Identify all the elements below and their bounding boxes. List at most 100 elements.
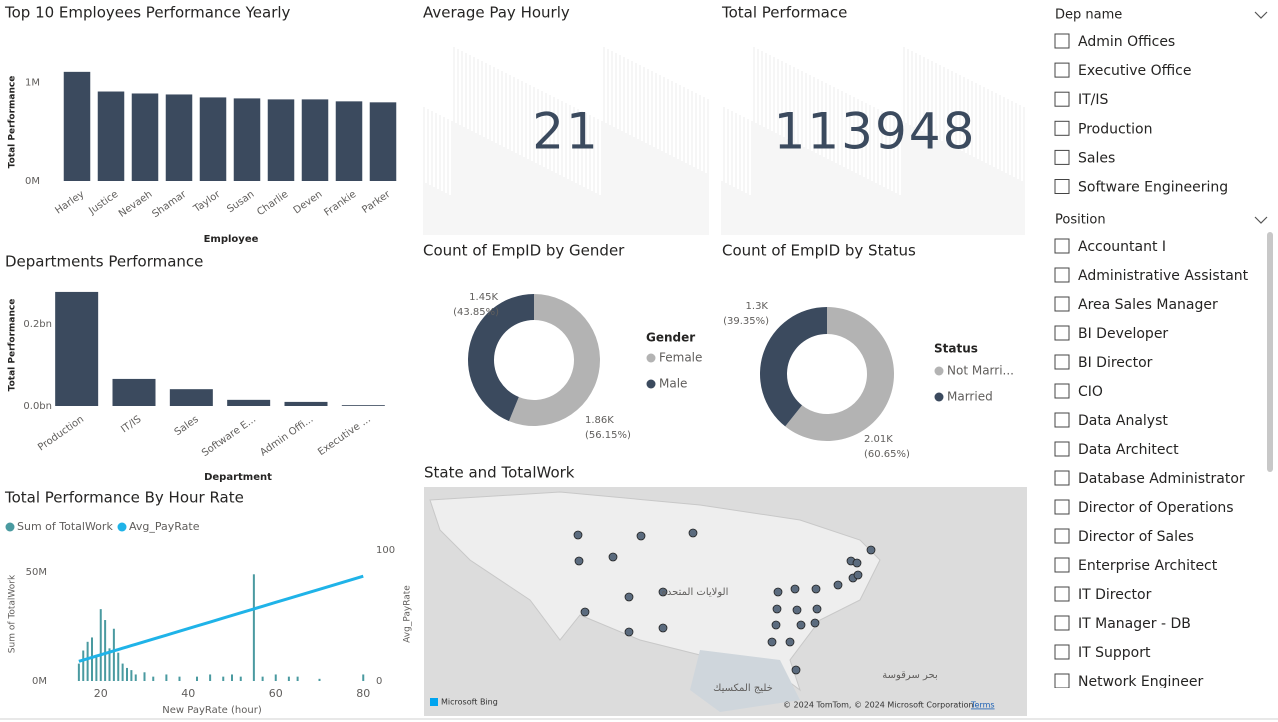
checkbox[interactable] xyxy=(1054,470,1070,486)
slicer-item[interactable]: Sales xyxy=(1078,150,1115,166)
slicer-item[interactable]: IT Support xyxy=(1078,645,1151,661)
checkbox[interactable] xyxy=(1054,528,1070,544)
chart-title: Top 10 Employees Performance Yearly xyxy=(4,4,291,22)
slicer-item[interactable]: CIO xyxy=(1078,384,1103,400)
checkbox[interactable] xyxy=(1054,120,1070,136)
slicer-item[interactable]: BI Director xyxy=(1078,355,1153,371)
y2-tick-label: 0 xyxy=(376,676,382,687)
checkbox[interactable] xyxy=(1054,557,1070,573)
slicer-chevron[interactable] xyxy=(1254,11,1268,19)
slicer-item[interactable]: Data Architect xyxy=(1078,442,1179,458)
bar xyxy=(199,97,227,181)
bar xyxy=(134,674,137,681)
map-point xyxy=(767,637,777,647)
bar xyxy=(296,676,299,681)
slicer-item[interactable]: Executive Office xyxy=(1078,63,1191,79)
checkbox[interactable] xyxy=(1054,62,1070,78)
slicer-item[interactable]: Production xyxy=(1078,121,1152,137)
checkbox[interactable] xyxy=(1054,91,1070,107)
checkbox[interactable] xyxy=(1054,412,1070,428)
checkbox[interactable] xyxy=(1054,296,1070,312)
slicer-item[interactable]: Director of Sales xyxy=(1078,529,1194,545)
slicer-item[interactable]: IT Manager - DB xyxy=(1078,616,1191,632)
checkbox[interactable] xyxy=(1054,615,1070,631)
slicer-chevron[interactable] xyxy=(1254,216,1268,224)
x-tick-label: 60 xyxy=(269,687,283,700)
slicer-item[interactable]: Data Analyst xyxy=(1078,413,1168,429)
card-title: Total Performace xyxy=(721,4,847,22)
bar xyxy=(165,94,193,181)
slicer-item[interactable]: IT/IS xyxy=(1078,92,1109,108)
slicer-item[interactable]: Director of Operations xyxy=(1078,500,1234,516)
percent-label: (39.35%) xyxy=(723,316,769,327)
bar xyxy=(143,672,146,681)
data-label: 1.86K xyxy=(585,415,614,426)
map-point xyxy=(658,587,668,597)
checkbox[interactable] xyxy=(1054,383,1070,399)
slicer-item[interactable]: Database Administrator xyxy=(1078,471,1245,487)
bar xyxy=(284,401,328,406)
y-tick-label: 50M xyxy=(26,567,47,578)
checkbox[interactable] xyxy=(1054,179,1070,194)
checkbox[interactable] xyxy=(1054,238,1070,254)
x-tick-label: 20 xyxy=(94,687,108,700)
checkbox[interactable] xyxy=(1054,267,1070,283)
bar xyxy=(117,652,120,681)
checkbox[interactable] xyxy=(1054,33,1070,49)
map-point xyxy=(608,552,618,562)
y-tick-label: 0M xyxy=(25,176,40,187)
y-tick-label: 0.0bn xyxy=(23,401,52,412)
bar xyxy=(86,641,89,681)
slicer-item[interactable]: Software Engineering xyxy=(1078,180,1228,196)
map-label: بحر سرقوسة xyxy=(882,670,938,681)
map-point xyxy=(791,665,801,675)
bar xyxy=(341,405,385,406)
slicer-item[interactable]: Network Engineer xyxy=(1078,674,1203,690)
bar xyxy=(112,628,115,681)
legend-label: Married xyxy=(947,390,993,404)
slicer-item[interactable]: Area Sales Manager xyxy=(1078,297,1218,313)
checkbox[interactable] xyxy=(1054,586,1070,602)
map-label: خليج المكسيك xyxy=(713,683,773,694)
checkbox[interactable] xyxy=(1054,644,1070,660)
checkbox[interactable] xyxy=(1054,673,1070,689)
map-point xyxy=(636,531,646,541)
checkbox[interactable] xyxy=(1054,499,1070,515)
data-label: 1.3K xyxy=(746,301,769,312)
bar xyxy=(131,93,159,181)
y-axis-label: Total Performance xyxy=(8,76,18,169)
map-point xyxy=(853,570,863,580)
checkbox[interactable] xyxy=(1054,149,1070,165)
bar xyxy=(252,574,255,681)
slicer-item[interactable]: BI Developer xyxy=(1078,326,1168,342)
bar xyxy=(112,378,156,406)
bar xyxy=(362,674,365,681)
chart-title: Departments Performance xyxy=(5,253,203,271)
slicer-item[interactable]: IT Director xyxy=(1078,587,1152,603)
legend-marker xyxy=(117,522,127,532)
slicer-item[interactable]: Enterprise Architect xyxy=(1078,558,1218,574)
bar xyxy=(55,291,99,406)
map-point xyxy=(833,580,843,590)
map-point xyxy=(785,637,795,647)
map-point xyxy=(624,627,634,637)
bar xyxy=(274,674,277,681)
checkbox[interactable] xyxy=(1054,441,1070,457)
map-point xyxy=(772,604,782,614)
bar xyxy=(95,654,98,681)
checkbox[interactable] xyxy=(1054,354,1070,370)
bing-logo xyxy=(430,698,438,706)
slicer-item[interactable]: Admin Offices xyxy=(1078,34,1175,50)
slicer-item[interactable]: Administrative Assistant xyxy=(1078,268,1249,284)
map-point xyxy=(658,623,668,633)
bar xyxy=(231,674,233,681)
donut-slice xyxy=(467,294,534,422)
slicer-item[interactable]: Accountant I xyxy=(1078,239,1166,255)
bar xyxy=(77,663,80,681)
bar xyxy=(261,676,264,681)
x-axis-label: Department xyxy=(204,472,272,483)
scrollbar[interactable] xyxy=(1267,232,1273,472)
map-terms[interactable]: Terms xyxy=(970,701,995,710)
checkbox[interactable] xyxy=(1054,325,1070,341)
